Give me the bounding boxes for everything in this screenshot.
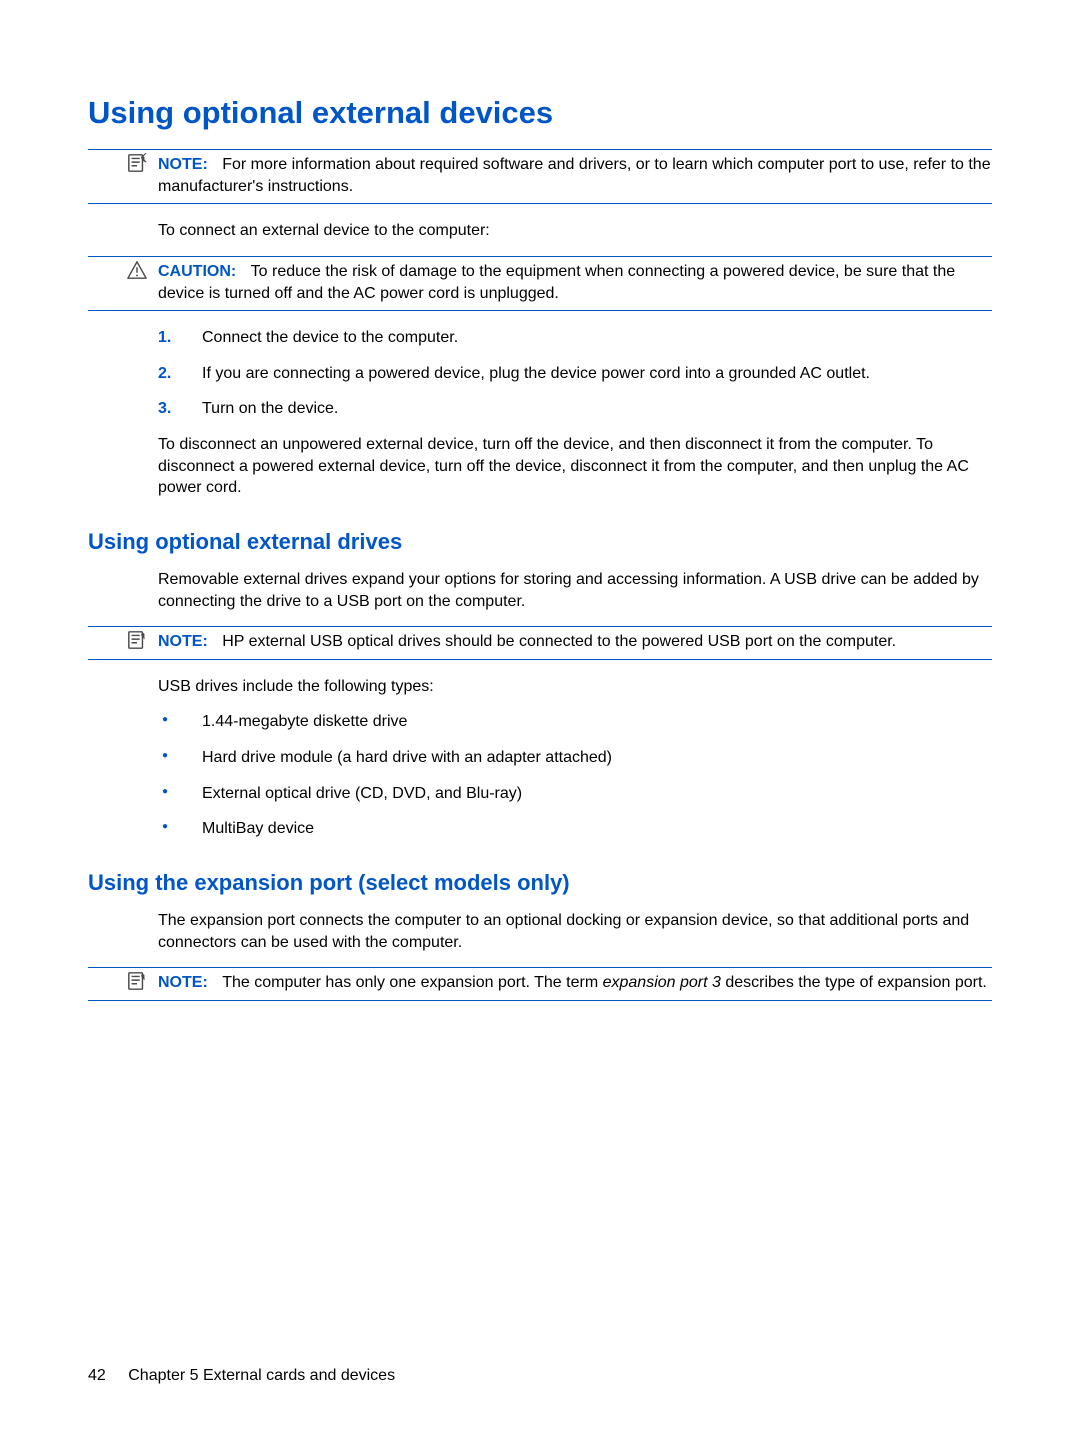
note-icon	[126, 630, 148, 650]
steps-list: 1. Connect the device to the computer. 2…	[158, 327, 992, 420]
note-icon	[126, 153, 148, 173]
note-callout: NOTE: The computer has only one expansio…	[88, 967, 992, 1001]
expansion-paragraph: The expansion port connects the computer…	[158, 910, 992, 953]
drives-list-intro: USB drives include the following types:	[158, 676, 992, 698]
list-item: 2. If you are connecting a powered devic…	[158, 363, 992, 385]
note-text-post: describes the type of expansion port.	[721, 974, 987, 991]
note-label: NOTE:	[158, 633, 208, 650]
caution-label: CAUTION:	[158, 263, 236, 280]
section-heading-drives: Using optional external drives	[88, 529, 992, 555]
step-number: 1.	[158, 327, 171, 349]
list-item: External optical drive (CD, DVD, and Blu…	[158, 783, 992, 805]
caution-callout: CAUTION: To reduce the risk of damage to…	[88, 256, 992, 311]
list-item: Hard drive module (a hard drive with an …	[158, 747, 992, 769]
page-title: Using optional external devices	[88, 94, 992, 131]
document-page: Using optional external devices NOTE: Fo…	[0, 0, 1080, 1437]
page-number: 42	[88, 1367, 106, 1384]
step-text: If you are connecting a powered device, …	[202, 365, 870, 382]
list-item: 1. Connect the device to the computer.	[158, 327, 992, 349]
caution-text: To reduce the risk of damage to the equi…	[158, 263, 955, 302]
list-item: MultiBay device	[158, 818, 992, 840]
step-number: 3.	[158, 398, 171, 420]
note-label: NOTE:	[158, 156, 208, 173]
list-item: 3. Turn on the device.	[158, 398, 992, 420]
note-icon	[126, 971, 148, 991]
step-text: Connect the device to the computer.	[202, 329, 458, 346]
drives-paragraph: Removable external drives expand your op…	[158, 569, 992, 612]
note-text-pre: The computer has only one expansion port…	[222, 974, 602, 991]
section-heading-expansion: Using the expansion port (select models …	[88, 870, 992, 896]
chapter-label: Chapter 5 External cards and devices	[128, 1367, 395, 1384]
note-text: HP external USB optical drives should be…	[222, 633, 896, 650]
note-callout: NOTE: For more information about require…	[88, 149, 992, 204]
note-label: NOTE:	[158, 974, 208, 991]
list-item: 1.44-megabyte diskette drive	[158, 711, 992, 733]
note-callout: NOTE: HP external USB optical drives sho…	[88, 626, 992, 660]
page-footer: 42 Chapter 5 External cards and devices	[88, 1367, 395, 1385]
note-text: For more information about required soft…	[158, 156, 991, 195]
step-text: Turn on the device.	[202, 400, 338, 417]
disconnect-paragraph: To disconnect an unpowered external devi…	[158, 434, 992, 499]
step-number: 2.	[158, 363, 171, 385]
intro-paragraph: To connect an external device to the com…	[158, 220, 992, 242]
caution-icon	[126, 260, 148, 280]
note-text-italic: expansion port 3	[603, 974, 721, 991]
drives-bullet-list: 1.44-megabyte diskette drive Hard drive …	[158, 711, 992, 839]
